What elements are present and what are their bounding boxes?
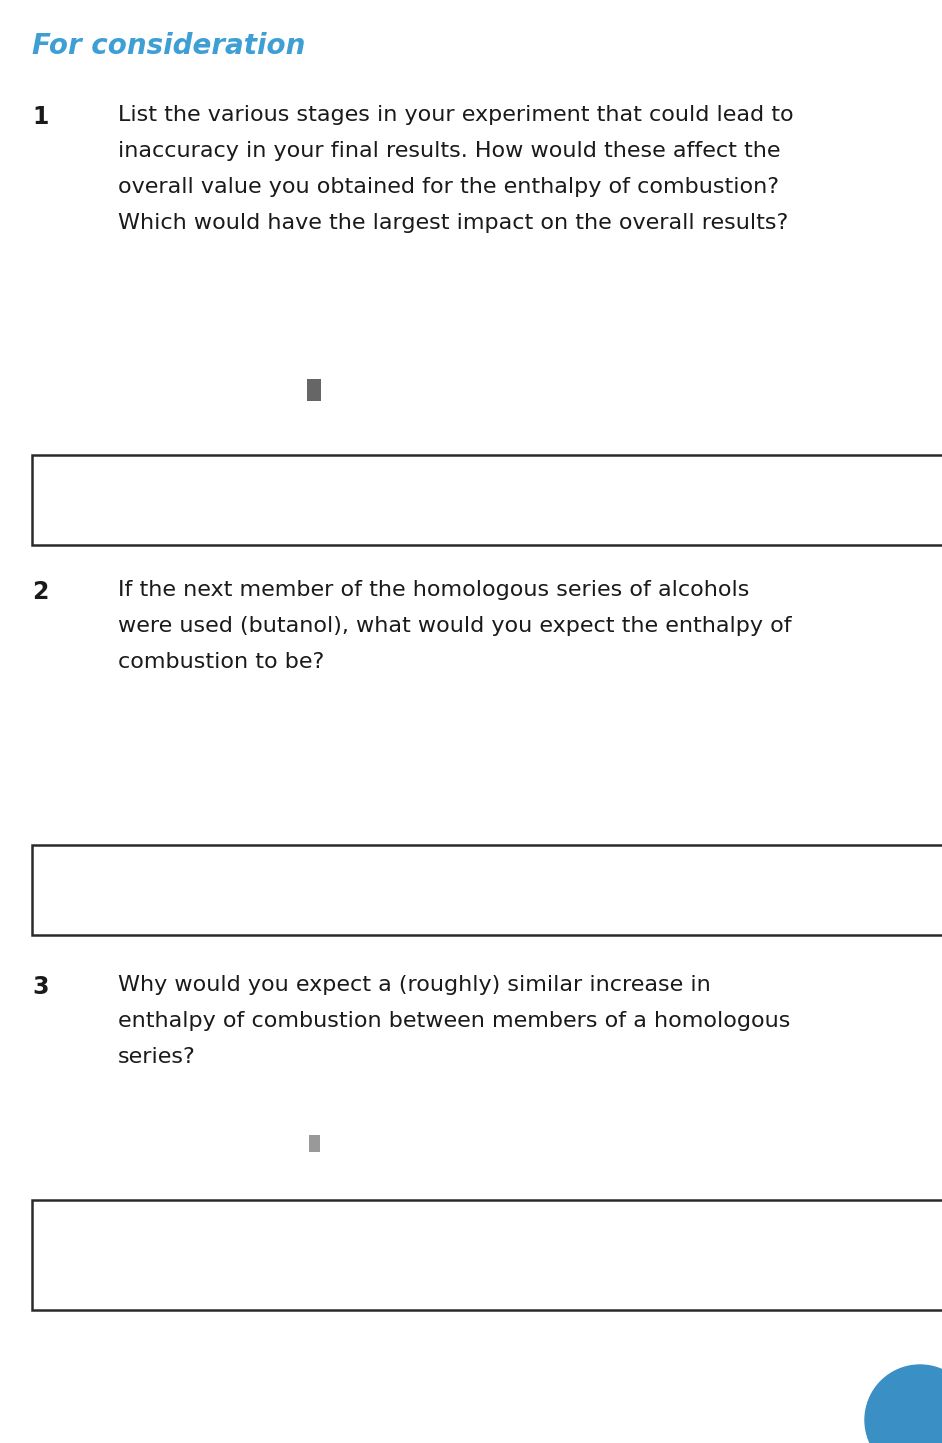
Text: Why would you expect a (roughly) similar increase in: Why would you expect a (roughly) similar… bbox=[118, 975, 711, 996]
Text: For consideration: For consideration bbox=[32, 32, 305, 61]
Text: 1: 1 bbox=[32, 105, 48, 128]
Text: series?: series? bbox=[118, 1048, 196, 1066]
FancyBboxPatch shape bbox=[308, 1134, 319, 1152]
FancyBboxPatch shape bbox=[307, 380, 321, 401]
Text: were used (butanol), what would you expect the enthalpy of: were used (butanol), what would you expe… bbox=[118, 616, 791, 636]
Text: List the various stages in your experiment that could lead to: List the various stages in your experime… bbox=[118, 105, 793, 126]
Text: Which would have the largest impact on the overall results?: Which would have the largest impact on t… bbox=[118, 214, 788, 232]
Text: 3: 3 bbox=[32, 975, 48, 999]
Text: enthalpy of combustion between members of a homologous: enthalpy of combustion between members o… bbox=[118, 1012, 790, 1030]
FancyBboxPatch shape bbox=[32, 1201, 942, 1310]
Text: If the next member of the homologous series of alcohols: If the next member of the homologous ser… bbox=[118, 580, 750, 600]
Text: overall value you obtained for the enthalpy of combustion?: overall value you obtained for the entha… bbox=[118, 177, 779, 198]
FancyBboxPatch shape bbox=[32, 455, 942, 545]
FancyBboxPatch shape bbox=[32, 846, 942, 935]
Circle shape bbox=[865, 1365, 942, 1443]
Text: combustion to be?: combustion to be? bbox=[118, 652, 324, 672]
Text: 2: 2 bbox=[32, 580, 48, 605]
Text: inaccuracy in your final results. How would these affect the: inaccuracy in your final results. How wo… bbox=[118, 141, 781, 162]
